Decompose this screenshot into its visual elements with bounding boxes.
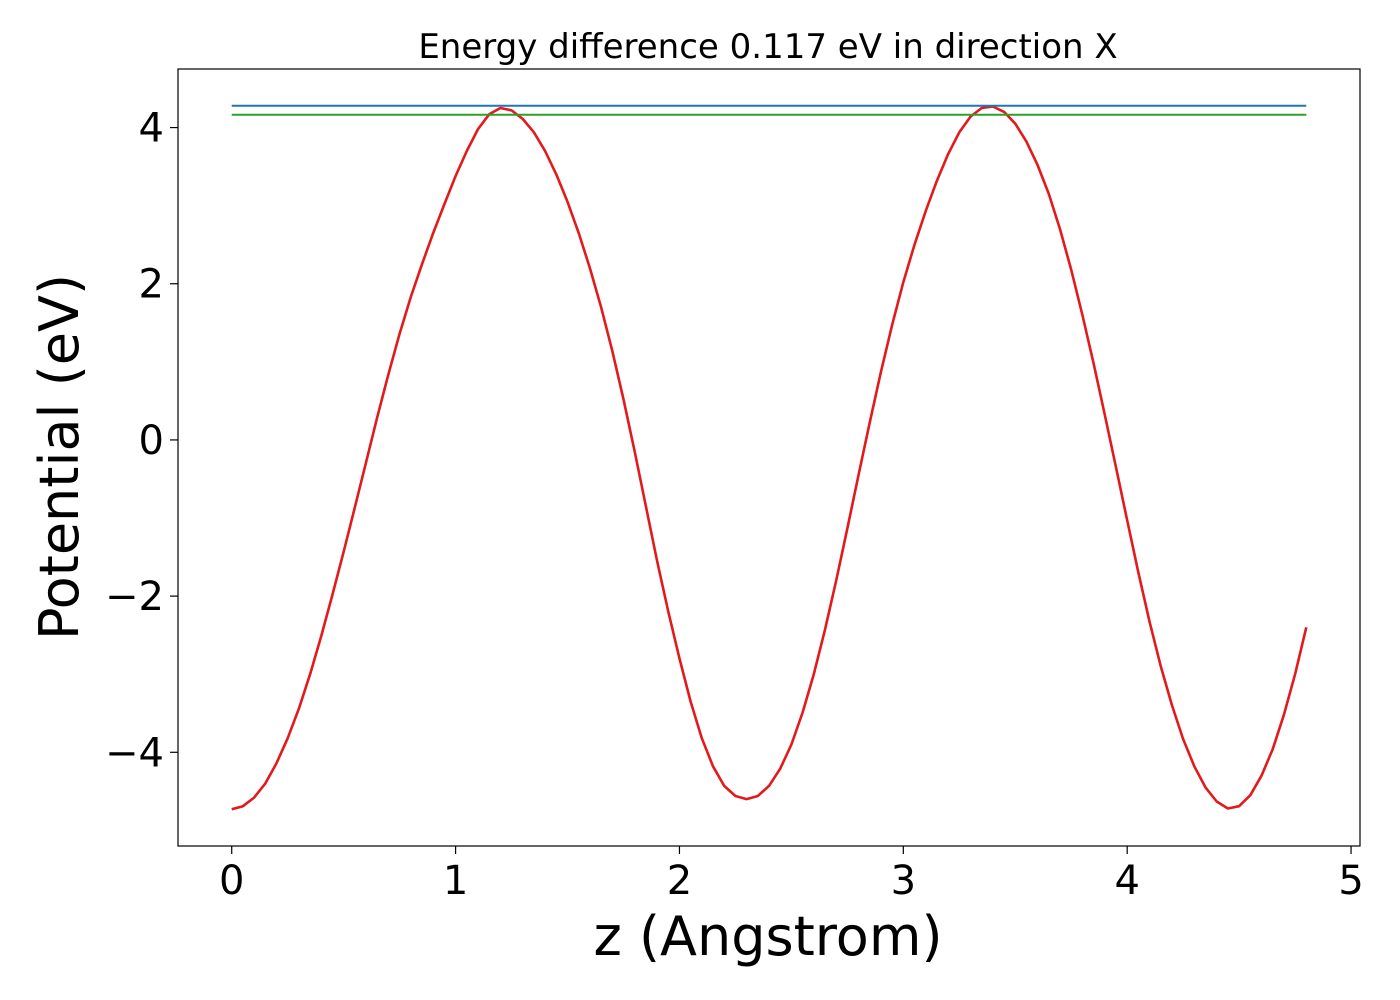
series-layer bbox=[231, 104, 1308, 811]
y-tick-label: 4 bbox=[139, 106, 164, 152]
plot-area bbox=[177, 68, 1361, 847]
y-tick-label: 0 bbox=[139, 418, 164, 464]
x-tick-label: 5 bbox=[1338, 858, 1363, 904]
x-axis-label: z (Angstrom) bbox=[593, 905, 942, 968]
x-tick-label: 4 bbox=[1114, 858, 1139, 904]
series-line-0 bbox=[231, 105, 1308, 811]
x-tick-label: 1 bbox=[443, 858, 468, 904]
y-tick-label: −4 bbox=[105, 730, 164, 776]
y-axis-label: Potential (eV) bbox=[28, 274, 91, 640]
x-tick-label: 3 bbox=[891, 858, 916, 904]
x-axis-ticks: 0 1 2 3 4 5 bbox=[219, 846, 1364, 904]
y-axis-ticks: −4 −2 0 2 4 bbox=[105, 106, 178, 776]
x-tick-label: 2 bbox=[667, 858, 692, 904]
y-tick-label: 2 bbox=[139, 262, 164, 308]
chart-title: Energy difference 0.117 eV in direction … bbox=[418, 27, 1117, 67]
x-tick-label: 0 bbox=[219, 858, 244, 904]
y-tick-label: −2 bbox=[105, 574, 164, 620]
